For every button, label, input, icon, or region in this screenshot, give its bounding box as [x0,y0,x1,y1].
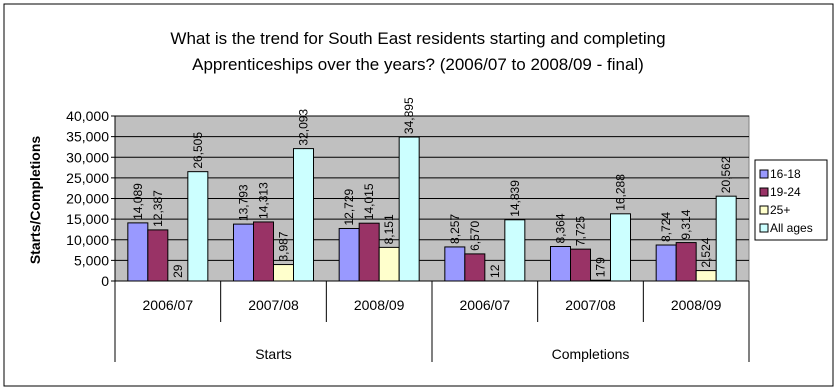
bar [695,270,717,282]
bar [293,148,314,282]
data-label: 26,505 [191,132,205,169]
data-label: 14,313 [257,182,271,219]
legend-label: 25+ [770,203,790,217]
x-group-label: Completions [552,346,630,362]
bar [464,253,486,282]
bar [187,171,209,282]
data-label: 14,089 [131,183,145,220]
legend-swatch [759,223,769,233]
bar [444,246,466,282]
y-tick-label: 20,000 [66,191,109,207]
x-tick-label: 2008/09 [354,297,405,313]
data-label: 9,314 [679,209,693,239]
x-tick-label: 2007/08 [248,297,299,313]
data-label: 12,729 [342,188,356,225]
data-label: 13,793 [237,184,251,221]
data-label: 8,151 [382,214,396,244]
data-label: 20,562 [719,156,733,193]
data-label: 3,987 [277,231,291,261]
bar [147,229,169,282]
data-label: 179 [594,257,608,277]
chart-title-line-1: What is the trend for South East residen… [170,29,665,48]
bar [590,279,611,282]
legend-swatch [759,187,769,197]
bar [610,213,631,282]
bar [338,227,360,282]
legend-label: 19-24 [770,185,801,199]
legend-swatch [759,205,769,215]
y-tick-label: 40,000 [66,108,109,124]
data-label: 2,524 [699,237,713,267]
data-label: 6,570 [468,221,482,251]
data-label: 29 [171,264,185,278]
x-tick-label: 2006/07 [143,297,194,313]
bar [378,246,400,282]
data-label: 12 [488,264,502,278]
legend-label: All ages [770,221,813,235]
x-group-label: Starts [255,346,292,362]
data-label: 34,895 [402,97,416,134]
data-label: 8,364 [554,213,568,243]
bar [655,244,677,282]
bar [550,245,571,282]
data-label: 14,839 [508,180,522,217]
bar [715,195,737,282]
x-tick-label: 2008/09 [671,297,722,313]
data-label: 8,724 [659,212,673,242]
data-label: 8,257 [448,214,462,244]
plot-area: 0 5,000 10,000 15,000 20,000 25,000 30,000 35,0… [66,97,750,362]
y-tick-label: 35,000 [66,129,109,145]
bar [273,264,294,282]
legend: 16-18 19-24 25+ All ages [754,159,828,241]
x-tick-label: 2007/08 [565,297,616,313]
legend-label: 16-18 [770,167,801,181]
y-tick-label: 15,000 [66,211,109,227]
y-tick-label: 10,000 [66,232,109,248]
data-label: 16,288 [614,174,628,211]
y-tick-label: 5,000 [74,252,109,268]
data-label: 12,387 [151,190,165,227]
data-label: 14,015 [362,183,376,220]
bar [233,223,254,282]
chart-title-line-2: Apprenticeships over the years? (2006/07… [192,55,644,74]
bar [253,221,274,282]
bar [398,136,420,282]
y-tick-label: 30,000 [66,149,109,165]
y-tick-label: 0 [101,273,109,289]
x-tick-label: 2006/07 [460,297,511,313]
bar [358,222,380,282]
bar [570,248,591,282]
y-tick-label: 25,000 [66,170,109,186]
y-axis-title: Starts/Completions [27,136,43,265]
bar [504,219,526,282]
data-label: 32,093 [297,109,311,146]
data-label: 7,725 [574,216,588,246]
bar [127,222,149,282]
bar [675,242,697,282]
legend-swatch [759,169,769,179]
